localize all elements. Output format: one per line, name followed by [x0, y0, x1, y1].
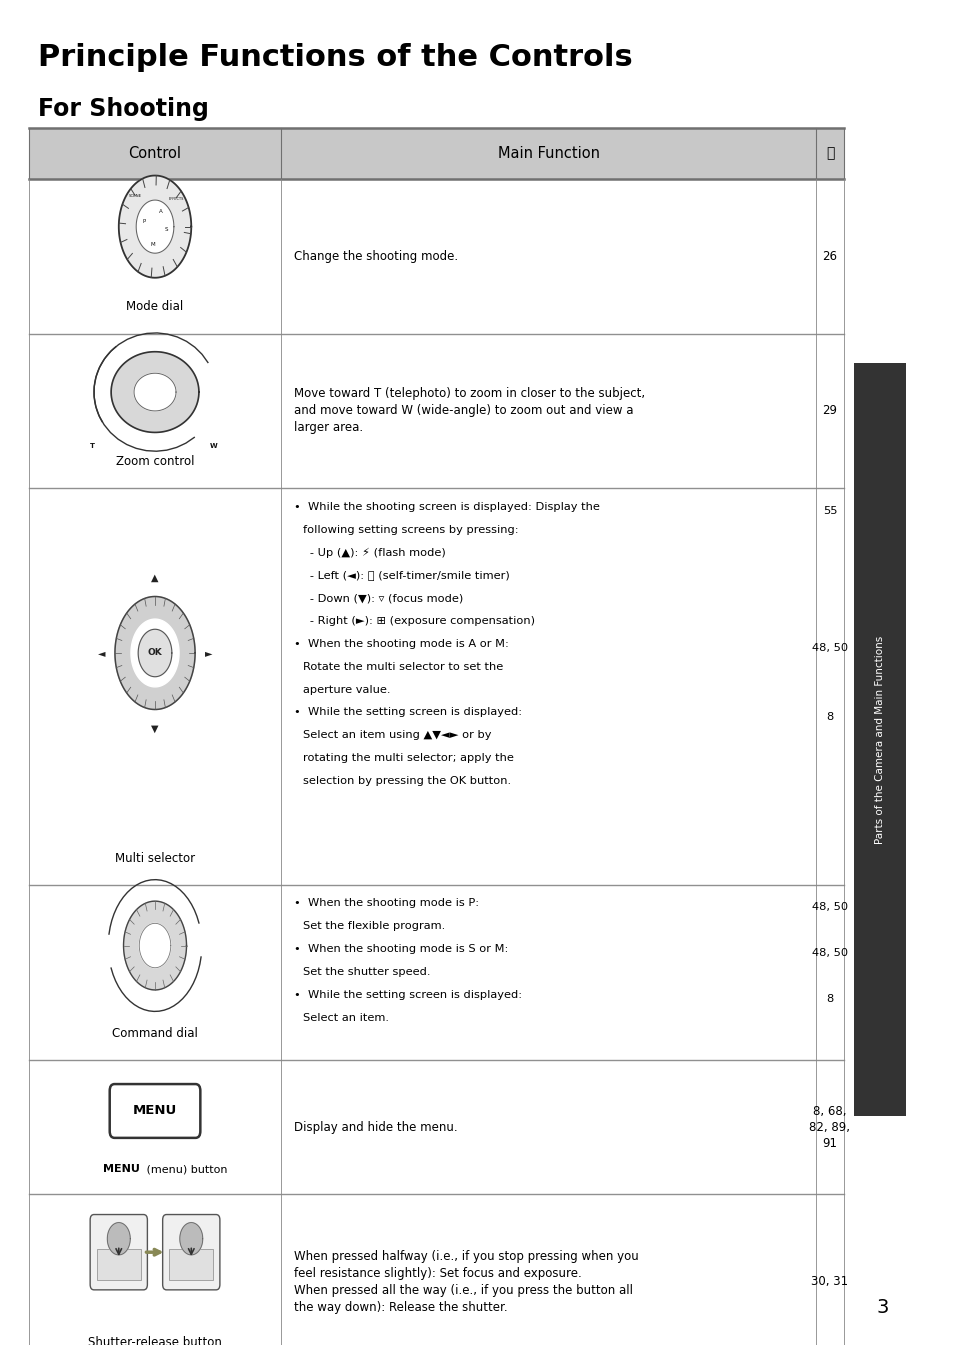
FancyBboxPatch shape — [96, 1250, 140, 1280]
Polygon shape — [136, 200, 173, 253]
Text: A: A — [158, 208, 162, 214]
Polygon shape — [180, 1223, 202, 1255]
Text: ▼: ▼ — [152, 724, 158, 733]
Text: Multi selector: Multi selector — [115, 851, 194, 865]
Text: ▲: ▲ — [152, 573, 158, 582]
Text: P: P — [142, 219, 146, 225]
Polygon shape — [112, 352, 198, 432]
Text: ►: ► — [205, 648, 212, 658]
Text: 48, 50: 48, 50 — [811, 948, 847, 958]
Text: When pressed halfway (i.e., if you stop pressing when you
feel resistance slight: When pressed halfway (i.e., if you stop … — [294, 1250, 638, 1314]
Text: Principle Functions of the Controls: Principle Functions of the Controls — [38, 43, 632, 73]
Text: Set the shutter speed.: Set the shutter speed. — [303, 967, 431, 976]
Text: MENU: MENU — [132, 1104, 177, 1118]
Text: Zoom control: Zoom control — [115, 455, 194, 468]
Text: SCENE: SCENE — [129, 194, 141, 198]
Text: •  While the setting screen is displayed:: • While the setting screen is displayed: — [294, 707, 521, 717]
Text: rotating the multi selector; apply the: rotating the multi selector; apply the — [303, 753, 514, 763]
Text: Set the flexible program.: Set the flexible program. — [303, 921, 445, 931]
Text: For Shooting: For Shooting — [38, 97, 209, 121]
Text: 8: 8 — [825, 712, 833, 721]
Text: Main Function: Main Function — [497, 145, 598, 161]
Text: 26: 26 — [821, 250, 837, 262]
Text: 48, 50: 48, 50 — [811, 643, 847, 652]
Text: ◄: ◄ — [98, 648, 105, 658]
Text: - Down (▼): ▿ (focus mode): - Down (▼): ▿ (focus mode) — [298, 593, 462, 603]
Polygon shape — [115, 597, 194, 709]
Text: aperture value.: aperture value. — [303, 685, 391, 694]
Text: OK: OK — [148, 648, 162, 658]
Text: Select an item using ▲▼◄► or by: Select an item using ▲▼◄► or by — [303, 730, 492, 740]
Polygon shape — [108, 1223, 130, 1255]
Text: Parts of the Camera and Main Functions: Parts of the Camera and Main Functions — [874, 636, 884, 843]
Text: Select an item.: Select an item. — [303, 1013, 389, 1022]
Text: 8, 68,
82, 89,
91: 8, 68, 82, 89, 91 — [809, 1104, 849, 1150]
Text: 📖: 📖 — [825, 147, 833, 160]
Text: 48, 50: 48, 50 — [811, 902, 847, 912]
Text: •  While the shooting screen is displayed: Display the: • While the shooting screen is displayed… — [294, 502, 599, 511]
Polygon shape — [131, 619, 179, 687]
Text: 3: 3 — [876, 1298, 887, 1317]
Text: selection by pressing the OK button.: selection by pressing the OK button. — [303, 776, 511, 785]
Polygon shape — [138, 629, 172, 677]
Text: - Right (►): ⊞ (exposure compensation): - Right (►): ⊞ (exposure compensation) — [298, 616, 534, 625]
Text: 55: 55 — [821, 506, 837, 515]
Text: Shutter-release button: Shutter-release button — [88, 1336, 222, 1345]
Polygon shape — [124, 901, 186, 990]
Text: •  While the setting screen is displayed:: • While the setting screen is displayed: — [294, 990, 521, 999]
Text: following setting screens by pressing:: following setting screens by pressing: — [303, 525, 518, 534]
Text: - Up (▲): ⚡ (flash mode): - Up (▲): ⚡ (flash mode) — [298, 547, 445, 558]
FancyBboxPatch shape — [162, 1215, 219, 1290]
Text: Mode dial: Mode dial — [126, 300, 184, 313]
FancyBboxPatch shape — [110, 1084, 200, 1138]
Text: Control: Control — [129, 145, 181, 161]
Text: (menu) button: (menu) button — [143, 1165, 227, 1174]
Text: Change the shooting mode.: Change the shooting mode. — [294, 250, 457, 262]
Text: T: T — [90, 443, 94, 449]
Text: EFFECTS: EFFECTS — [169, 196, 184, 200]
Text: MENU: MENU — [102, 1165, 139, 1174]
FancyBboxPatch shape — [29, 128, 843, 179]
Text: 29: 29 — [821, 405, 837, 417]
Text: •  When the shooting mode is P:: • When the shooting mode is P: — [294, 898, 478, 908]
Text: W: W — [209, 443, 217, 449]
Polygon shape — [139, 924, 171, 967]
Text: 30, 31: 30, 31 — [811, 1275, 847, 1289]
Text: M: M — [151, 242, 155, 247]
Text: Move toward T (telephoto) to zoom in closer to the subject,
and move toward W (w: Move toward T (telephoto) to zoom in clo… — [294, 387, 644, 434]
FancyBboxPatch shape — [90, 1215, 147, 1290]
Text: - Left (◄): ⏲ (self-timer/smile timer): - Left (◄): ⏲ (self-timer/smile timer) — [298, 570, 509, 580]
Text: •  When the shooting mode is A or M:: • When the shooting mode is A or M: — [294, 639, 508, 648]
Polygon shape — [119, 176, 191, 277]
Polygon shape — [134, 374, 175, 410]
FancyBboxPatch shape — [170, 1250, 213, 1280]
Text: S: S — [164, 227, 168, 231]
FancyBboxPatch shape — [853, 363, 905, 1116]
Text: 8: 8 — [825, 994, 833, 1003]
Text: Display and hide the menu.: Display and hide the menu. — [294, 1120, 457, 1134]
Text: Command dial: Command dial — [112, 1026, 198, 1040]
Text: Rotate the multi selector to set the: Rotate the multi selector to set the — [303, 662, 503, 671]
Text: •  When the shooting mode is S or M:: • When the shooting mode is S or M: — [294, 944, 508, 954]
